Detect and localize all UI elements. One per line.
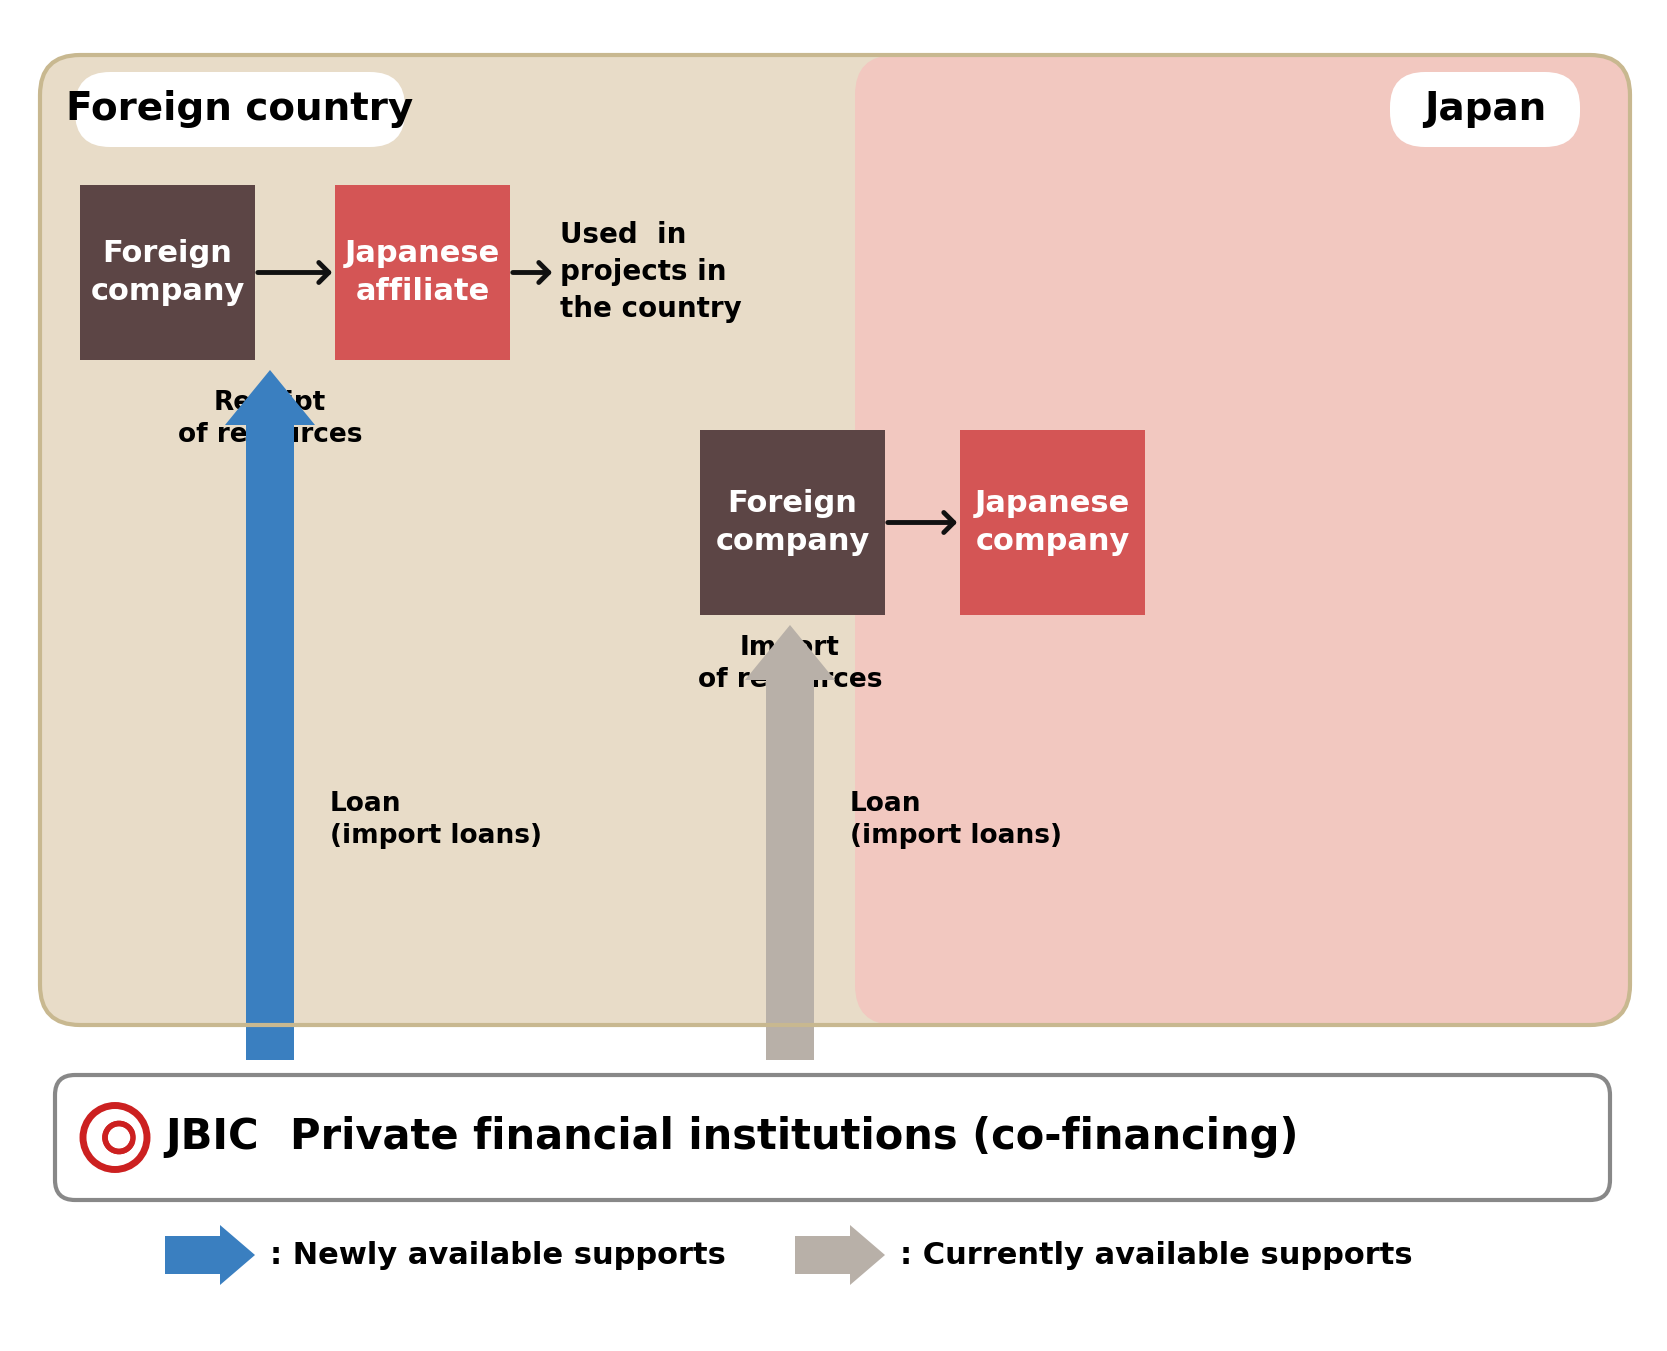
Polygon shape xyxy=(795,1225,885,1285)
Text: Receipt
of resources: Receipt of resources xyxy=(178,390,362,449)
Text: Private financial institutions (co-financing): Private financial institutions (co-finan… xyxy=(290,1116,1299,1159)
FancyBboxPatch shape xyxy=(55,1075,1610,1200)
Polygon shape xyxy=(745,626,835,1061)
Text: : Currently available supports: : Currently available supports xyxy=(900,1240,1412,1270)
Text: Japanese
affiliate: Japanese affiliate xyxy=(345,239,500,305)
Bar xyxy=(700,430,885,615)
Text: Loan
(import loans): Loan (import loans) xyxy=(850,790,1062,848)
Text: Used  in
projects in
the country: Used in projects in the country xyxy=(560,222,742,323)
Bar xyxy=(80,185,255,359)
Text: Japan: Japan xyxy=(1424,91,1545,128)
Text: : Newly available supports: : Newly available supports xyxy=(270,1240,725,1270)
Text: Japanese
company: Japanese company xyxy=(975,489,1130,555)
Polygon shape xyxy=(165,1225,255,1285)
Text: Import
of resources: Import of resources xyxy=(698,635,882,693)
Text: Foreign
company: Foreign company xyxy=(90,239,245,305)
Text: JBIC: JBIC xyxy=(165,1116,258,1159)
FancyBboxPatch shape xyxy=(40,55,1630,1025)
FancyBboxPatch shape xyxy=(855,55,1630,1025)
Text: Foreign country: Foreign country xyxy=(67,91,413,128)
FancyBboxPatch shape xyxy=(75,72,405,147)
Text: Foreign
company: Foreign company xyxy=(715,489,870,555)
Bar xyxy=(335,185,510,359)
FancyBboxPatch shape xyxy=(1390,72,1580,147)
Text: Loan
(import loans): Loan (import loans) xyxy=(330,790,542,848)
Bar xyxy=(80,55,855,1025)
Polygon shape xyxy=(225,370,315,1061)
Bar xyxy=(960,430,1145,615)
